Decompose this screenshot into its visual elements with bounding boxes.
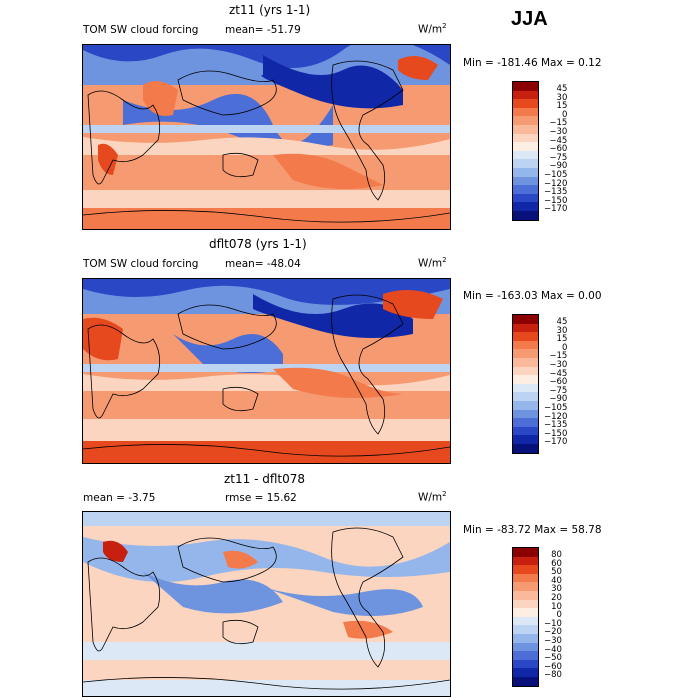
panel2-colorbar xyxy=(512,314,539,454)
panel2-field-label: TOM SW cloud forcing xyxy=(83,258,199,270)
panel1-units: W/m2 xyxy=(418,22,447,36)
panel2-colorbar-labels: 45 30 15 0 −15 −30 −45 −60 −75 −90 −105 −120 −… xyxy=(544,317,568,448)
panel3-colorbar xyxy=(512,547,539,687)
panel2-title: dflt078 (yrs 1-1) xyxy=(209,237,307,251)
panel1-minmax: Min = -181.46 Max = 0.12 xyxy=(463,57,602,69)
panel2-units: W/m2 xyxy=(418,256,447,270)
panel1-mean: mean= -51.79 xyxy=(225,24,301,36)
panel2-map-svg xyxy=(83,279,450,463)
season-label: JJA xyxy=(511,8,548,30)
panel1-title: zt11 (yrs 1-1) xyxy=(229,3,311,17)
panel3-rmse: rmse = 15.62 xyxy=(225,492,297,504)
panel3-title: zt11 - dflt078 xyxy=(224,472,306,486)
panel3-colorbar-labels: 80 60 50 40 30 20 10 0 −10 −20 −30 −40 −50 −60 … xyxy=(544,550,562,681)
panel3-map-svg xyxy=(83,512,450,696)
panel3-mean: mean = -3.75 xyxy=(83,492,156,504)
panel1-field-label: TOM SW cloud forcing xyxy=(83,24,199,36)
panel2-minmax: Min = -163.03 Max = 0.00 xyxy=(463,290,602,302)
panel1-map xyxy=(82,44,451,230)
panel2-mean: mean= -48.04 xyxy=(225,258,301,270)
panel1-colorbar-labels: 45 30 15 0 −15 −30 −45 −60 −75 −90 −105 −120 −… xyxy=(544,84,568,215)
panel1-colorbar xyxy=(512,81,539,221)
panel2-map xyxy=(82,278,451,464)
panel1-map-svg xyxy=(83,45,450,229)
panel3-units: W/m2 xyxy=(418,490,447,504)
panel3-minmax: Min = -83.72 Max = 58.78 xyxy=(463,524,602,536)
panel3-map xyxy=(82,511,451,697)
